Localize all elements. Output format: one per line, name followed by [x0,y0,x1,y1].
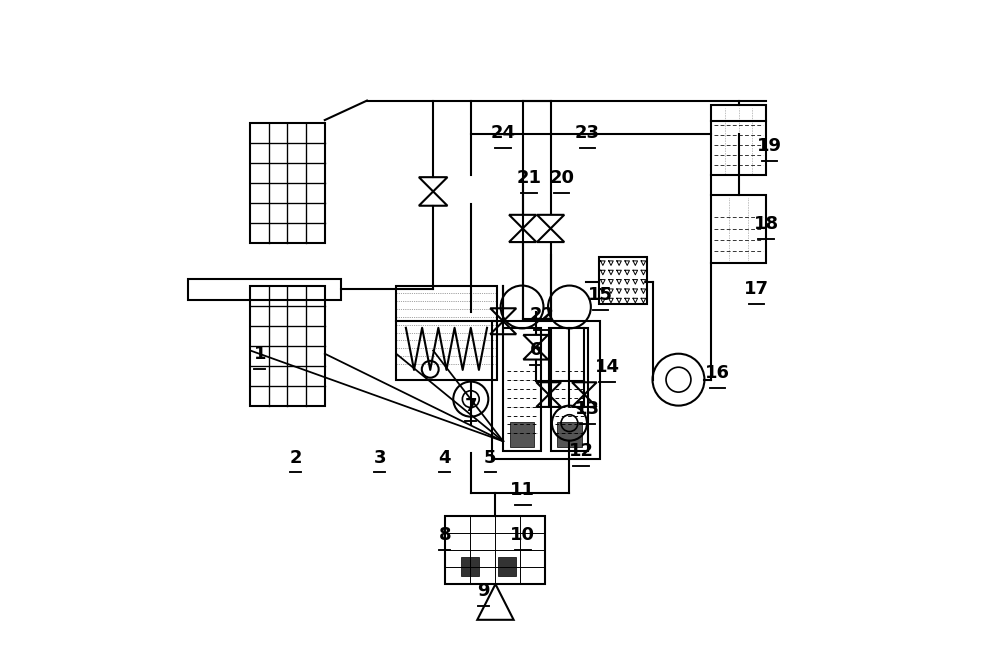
Bar [461,557,479,576]
Text: 2: 2 [289,448,302,467]
Bar [503,328,541,451]
Text: 6: 6 [529,341,542,360]
Text: 7: 7 [465,397,477,415]
Text: 16: 16 [705,364,730,382]
Bar [711,195,766,263]
Text: 12: 12 [569,442,594,460]
Text: 15: 15 [588,286,613,304]
Bar [396,286,497,380]
Bar [557,422,582,447]
Text: 19: 19 [757,137,782,155]
Bar [492,321,600,459]
Text: 20: 20 [549,169,574,188]
Text: 5: 5 [484,448,497,467]
Text: 17: 17 [744,280,769,298]
Text: 21: 21 [517,169,542,188]
Text: 24: 24 [491,124,516,142]
Text: 3: 3 [374,448,386,467]
Text: 1: 1 [254,345,266,363]
Text: 8: 8 [439,526,451,545]
Text: 22: 22 [530,306,555,324]
Text: 9: 9 [478,582,490,600]
Text: 23: 23 [575,124,600,142]
Text: 10: 10 [510,526,535,545]
Bar [250,286,325,406]
Bar [510,422,534,447]
Text: 4: 4 [439,448,451,467]
Bar [250,123,325,243]
Bar [498,557,516,576]
Bar [711,105,766,175]
Bar [188,279,341,300]
Text: 14: 14 [595,358,620,376]
Text: 18: 18 [754,215,779,233]
Bar [445,516,545,584]
Bar [551,328,588,451]
Bar [599,257,647,304]
Text: 13: 13 [575,400,600,418]
Text: 11: 11 [510,481,535,499]
